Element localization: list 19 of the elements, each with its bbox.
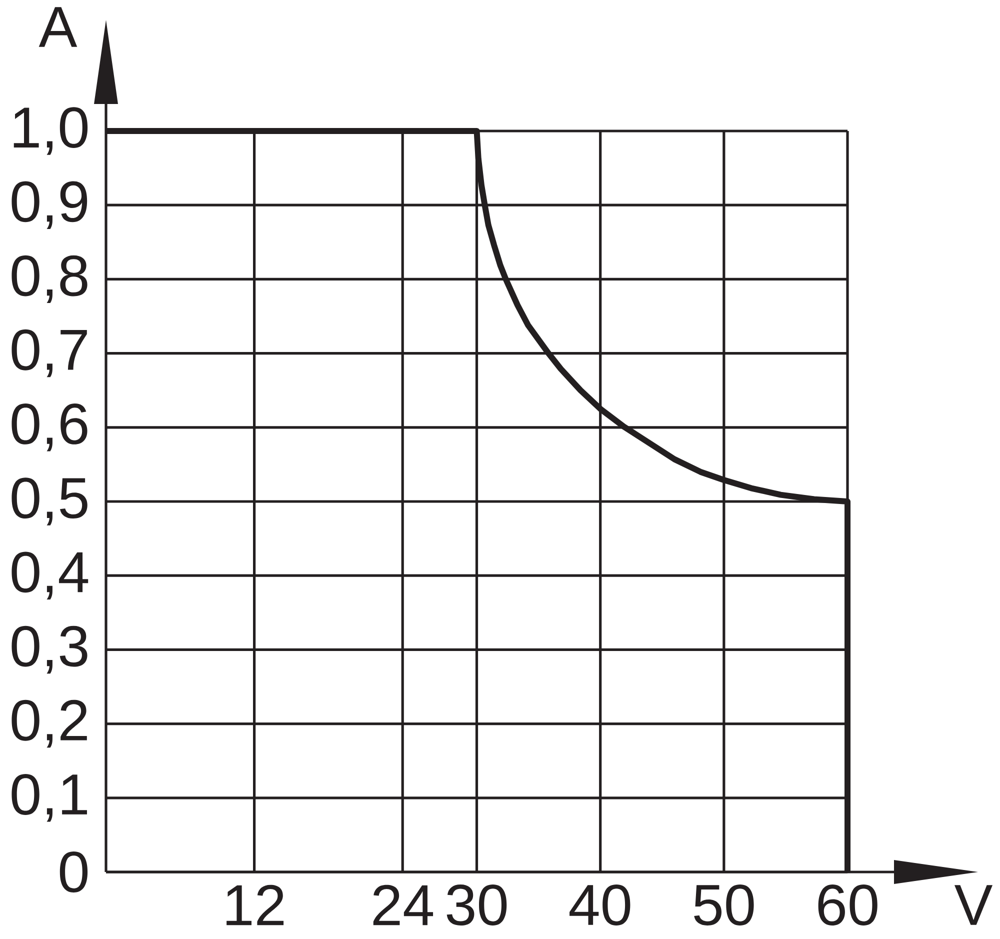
y-tick-label: 1,0: [14, 107, 88, 155]
x-tick-label: 24: [373, 884, 434, 926]
y-axis-title: A: [38, 7, 78, 47]
y-tick-label: 0,7: [12, 329, 87, 378]
x-tick-label: 30: [446, 884, 507, 926]
y-tick-label: 0,3: [12, 626, 88, 674]
y-tick-label: 0,5: [12, 478, 88, 526]
y-tick-label: 0,1: [12, 774, 87, 822]
x-axis-title: V: [954, 885, 993, 925]
x-tick-label: 60: [818, 884, 878, 926]
y-tick-label: 0,6: [12, 404, 88, 452]
x-tick-label: 50: [694, 884, 754, 926]
y-tick-label: 0: [60, 852, 88, 892]
y-tick-label: 0,2: [12, 700, 87, 748]
x-tick-label: 12: [226, 884, 284, 926]
y-tick-label: 0,9: [12, 181, 88, 229]
y-tick-label: 0,4: [12, 552, 88, 600]
x-tick-label: 40: [570, 884, 630, 926]
y-tick-label: 0,8: [12, 255, 88, 304]
